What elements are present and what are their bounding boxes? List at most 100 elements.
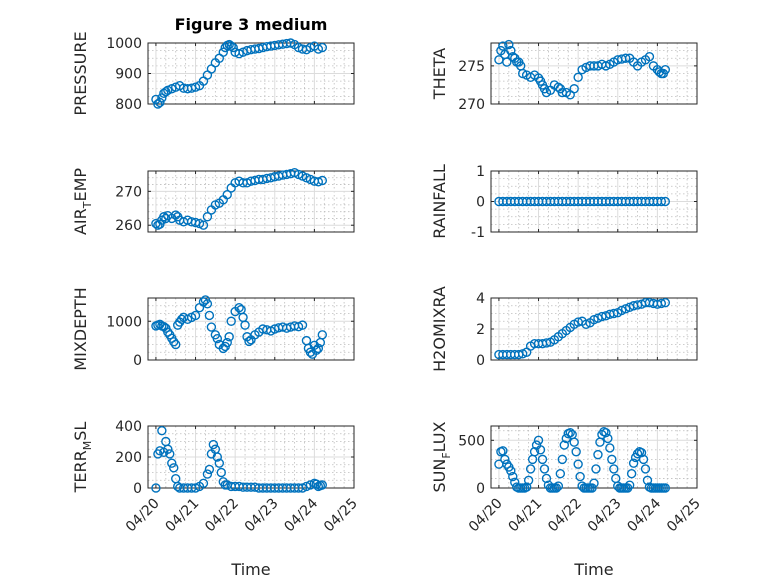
data-point <box>660 483 671 493</box>
y-tick-label: -1 <box>471 225 485 241</box>
y-tick-label: 0 <box>476 481 485 497</box>
y-tick-label: 400 <box>115 419 142 435</box>
y-tick-label: 270 <box>115 184 142 200</box>
y-axis-label: H2OMIXRA <box>430 286 449 372</box>
xlabel-right: Time <box>573 560 613 579</box>
data-point <box>660 196 671 207</box>
data-point <box>638 454 649 465</box>
data-point <box>539 464 550 474</box>
data-point <box>508 471 518 482</box>
plot-frame <box>490 42 698 105</box>
subplot-theta: 270 275 THETA <box>430 39 698 113</box>
data-point <box>169 337 179 347</box>
data-point <box>234 302 244 313</box>
data-point <box>218 47 228 57</box>
data-point <box>569 437 579 447</box>
x-tick-label: 04/21 <box>163 496 203 536</box>
data-point <box>311 345 322 356</box>
data-point <box>571 447 581 457</box>
y-tick-label: 500 <box>458 433 485 449</box>
data-point <box>161 213 171 224</box>
plot-frame <box>147 297 355 361</box>
data-point <box>541 473 552 484</box>
x-tick-label: 04/24 <box>624 495 664 535</box>
data-point <box>587 483 597 493</box>
data-point <box>656 196 667 207</box>
data-point <box>169 463 179 473</box>
data-point <box>206 322 217 332</box>
data-point <box>605 443 615 453</box>
data-point <box>636 448 647 458</box>
data-point <box>624 480 635 490</box>
data-point <box>190 310 201 321</box>
data-point <box>204 464 215 475</box>
x-tick-label: 04/22 <box>545 496 585 536</box>
data-point <box>609 464 619 474</box>
data-point <box>212 452 223 462</box>
x-tick-label: 04/23 <box>242 496 282 536</box>
data-point <box>628 458 639 468</box>
data-point <box>313 343 324 354</box>
y-axis-label: MIXDEPTH <box>71 287 90 370</box>
data-point <box>222 337 232 348</box>
data-point <box>498 41 508 51</box>
y-tick-label: 0 <box>476 195 485 211</box>
data-point <box>609 308 619 319</box>
data-point <box>537 454 548 465</box>
x-tick-label: 04/24 <box>281 495 321 535</box>
x-tick-label: 04/21 <box>506 496 546 536</box>
subplot-pressure: 800 900 1000 PRESSURE <box>71 31 355 116</box>
data-point <box>151 483 161 493</box>
data-point <box>523 475 534 486</box>
data-point <box>591 464 601 474</box>
data-point <box>157 425 167 436</box>
data-point <box>171 339 181 350</box>
y-axis-label: SUNFLUX <box>430 421 453 492</box>
y-axis-label: TERRMSL <box>71 422 94 494</box>
y-tick-label: 200 <box>115 450 142 466</box>
data-point <box>502 57 512 67</box>
y-axis-label: RAINFALL <box>430 164 449 239</box>
data-point <box>660 64 671 75</box>
data-point <box>216 467 226 478</box>
data-point <box>533 435 544 446</box>
data-point <box>632 448 643 459</box>
data-point <box>176 314 187 325</box>
y-tick-label: 0 <box>133 353 142 369</box>
data-point <box>198 220 209 230</box>
xlabel-left: Time <box>230 560 270 579</box>
data-point <box>575 471 585 482</box>
subplot-rainfall: -1 0 1 RAINFALL <box>430 164 698 241</box>
y-axis-label: AIRTEMP <box>71 168 94 235</box>
y-tick-label: 260 <box>115 218 142 234</box>
subplot-sun_flux: 0 500 SUNFLUX 04/20 04/21 04/22 04/23 04/24 04/2… <box>430 421 704 535</box>
data-point <box>573 72 583 83</box>
data-point <box>228 42 238 53</box>
data-point <box>557 454 568 465</box>
y-tick-label: 900 <box>115 67 142 83</box>
y-axis-label: THETA <box>430 48 449 100</box>
figure-title: Figure 3 medium <box>175 15 328 34</box>
subplot-air_temp: 260 270 AIRTEMP <box>71 168 355 235</box>
data-point <box>593 449 603 460</box>
data-point <box>202 299 213 309</box>
data-point <box>317 330 328 340</box>
data-point <box>198 478 209 489</box>
subplot-terr_msl: 0 200 400 TERRMSL 04/20 04/21 04/22 04/23 04/24 0… <box>71 419 361 535</box>
data-point <box>204 310 215 321</box>
data-point <box>212 333 223 344</box>
data-point <box>541 338 552 348</box>
data-point <box>506 466 516 476</box>
data-point <box>565 427 575 438</box>
data-point <box>305 347 316 357</box>
data-point <box>504 39 514 50</box>
data-point <box>525 464 536 474</box>
y-tick-label: 1 <box>476 164 485 180</box>
y-tick-label: 270 <box>458 97 485 113</box>
data-point <box>214 458 225 468</box>
data-point <box>506 45 516 56</box>
y-axis-label: PRESSURE <box>71 31 90 115</box>
data-point <box>244 336 254 347</box>
